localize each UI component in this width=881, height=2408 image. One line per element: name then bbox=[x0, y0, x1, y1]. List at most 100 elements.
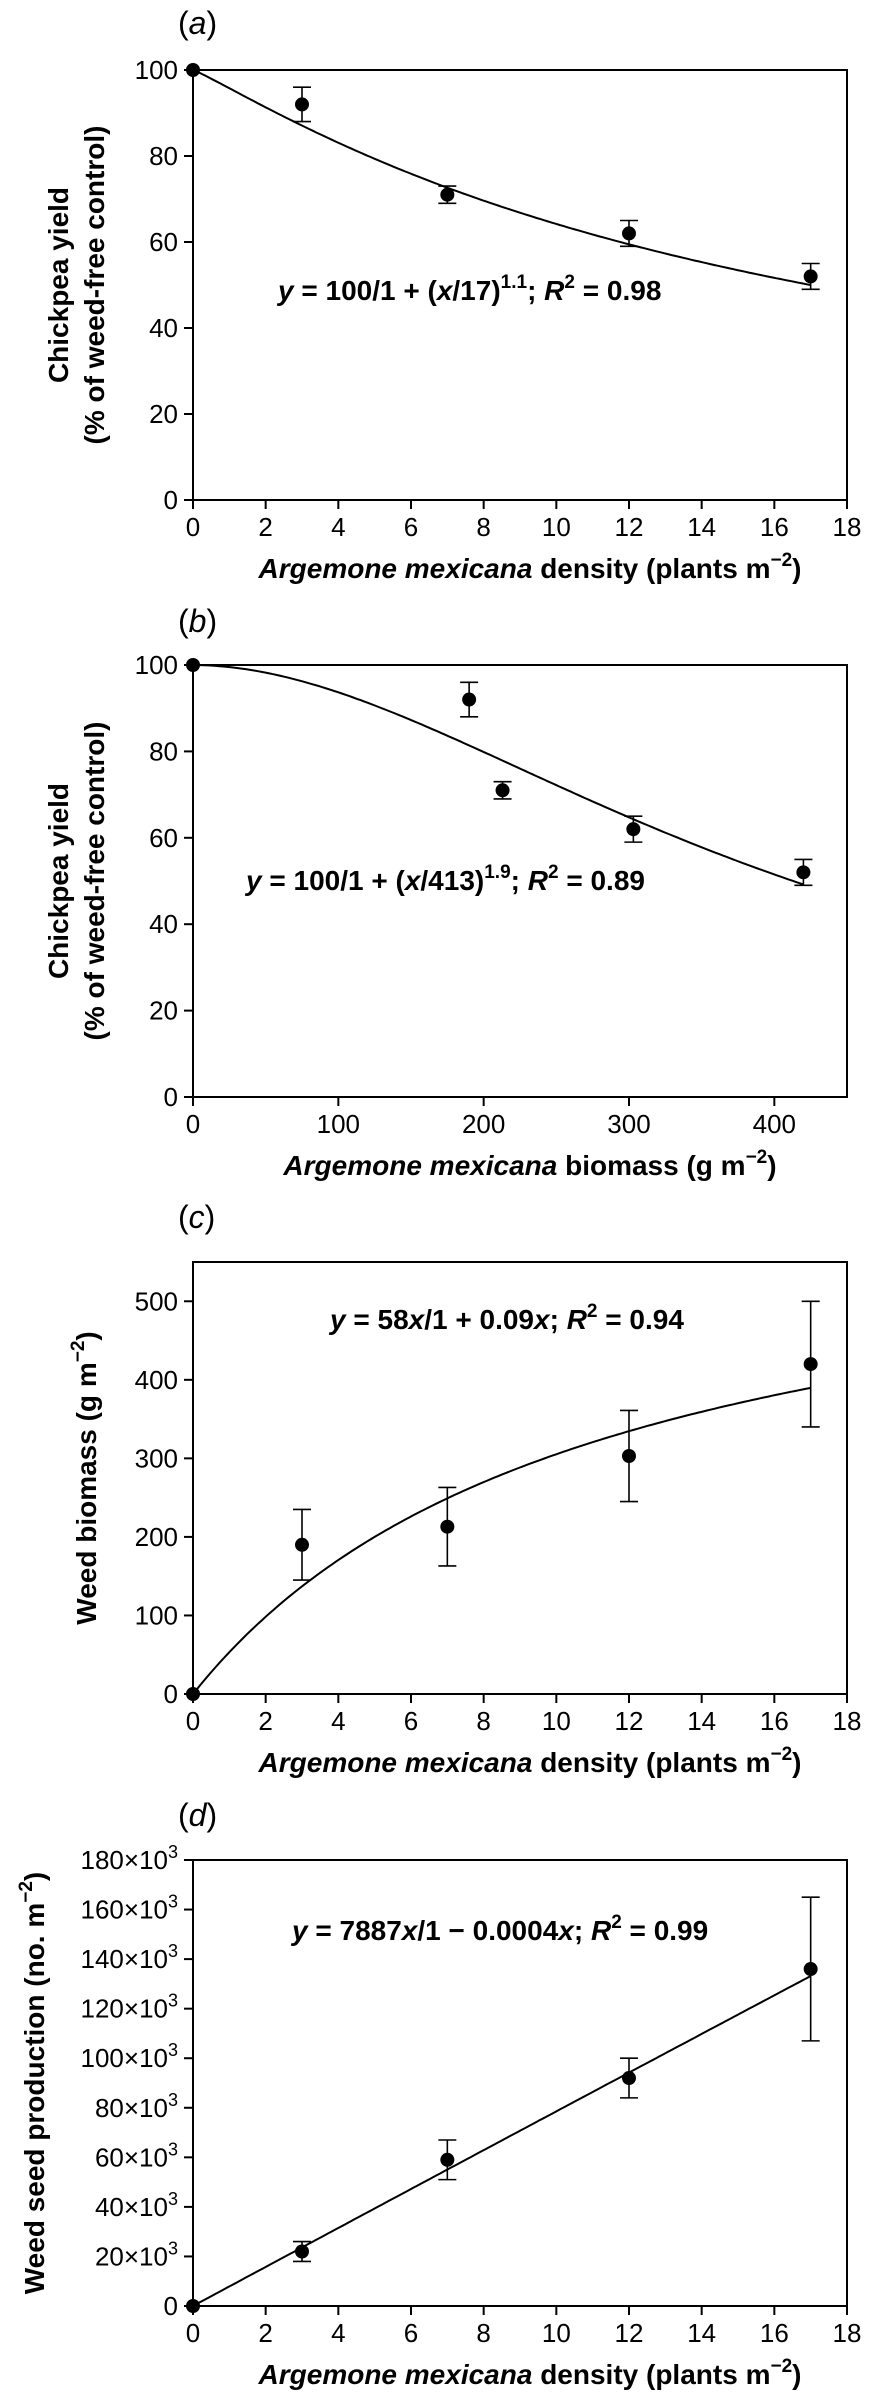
fit-curve bbox=[192, 1386, 811, 1695]
x-tick-label: 0 bbox=[186, 512, 200, 542]
data-point bbox=[803, 1962, 818, 1977]
y-tick-label: 20 bbox=[149, 996, 178, 1026]
x-tick-label: 10 bbox=[542, 1706, 571, 1736]
chart-panel-b: (b) 0 100 200 300 400 0 20 40 60 80 100 Argemone mex… bbox=[43, 603, 848, 1181]
x-tick-label: 2 bbox=[258, 1706, 272, 1736]
y-axis-title: Weed seed production (no. m−2) bbox=[16, 1872, 50, 2295]
y-tick-label: 100 bbox=[135, 650, 178, 680]
x-tick-label: 300 bbox=[607, 1109, 650, 1139]
x-tick-label: 14 bbox=[687, 1706, 716, 1736]
data-point bbox=[495, 783, 510, 798]
y-axis-title: Chickpea yield bbox=[43, 187, 74, 383]
data-point bbox=[295, 97, 309, 112]
x-tick-label: 2 bbox=[258, 2318, 272, 2348]
x-axis-title: Argemone mexicana density (plants m−2) bbox=[258, 2356, 802, 2390]
x-tick-label: 100 bbox=[317, 1109, 360, 1139]
chart-panel-d: (d) 0 2 4 6 8 10 12 14 16 18 0 20×103 40×103 60×103 80×… bbox=[16, 1797, 861, 2390]
x-tick-label: 6 bbox=[404, 1706, 418, 1736]
y-axis-title: Weed biomass (g m−2) bbox=[68, 1331, 102, 1624]
plot-frame bbox=[192, 1261, 848, 1695]
y-axis-title: (% of weed-free control) bbox=[79, 126, 110, 445]
y-tick-label: 80 bbox=[149, 141, 178, 171]
data-point bbox=[622, 2071, 636, 2086]
y-tick-label: 0 bbox=[164, 1082, 178, 1112]
data-point bbox=[622, 226, 636, 241]
y-axis-title: Chickpea yield bbox=[43, 783, 74, 979]
y-tick-label: 80 bbox=[149, 736, 178, 766]
x-tick-label: 0 bbox=[186, 2318, 200, 2348]
x-tick-label: 8 bbox=[476, 512, 490, 542]
fit-equation: y = 100/1 + (x/17)1.1; R2 = 0.98 bbox=[276, 272, 661, 306]
data-point bbox=[295, 2244, 309, 2259]
x-tick-label: 12 bbox=[615, 2318, 644, 2348]
data-point bbox=[440, 1519, 455, 1534]
y-tick-label: 500 bbox=[135, 1286, 178, 1316]
x-tick-label: 400 bbox=[753, 1109, 796, 1139]
x-tick-label: 0 bbox=[186, 1706, 200, 1736]
x-tick-label: 14 bbox=[687, 512, 716, 542]
x-tick-label: 18 bbox=[833, 512, 862, 542]
y-tick-label: 0 bbox=[164, 1679, 178, 1709]
fit-equation: y = 100/1 + (x/413)1.9; R2 = 0.89 bbox=[244, 862, 645, 896]
y-tick-label: 100 bbox=[135, 55, 178, 85]
plot-frame bbox=[192, 664, 848, 1098]
data-point bbox=[186, 658, 200, 672]
data-point bbox=[440, 2152, 455, 2167]
y-tick-label: 100 bbox=[135, 1600, 178, 1630]
x-tick-label: 16 bbox=[760, 2318, 789, 2348]
data-point bbox=[186, 63, 200, 77]
x-tick-label: 12 bbox=[615, 1706, 644, 1736]
data-point bbox=[295, 1537, 309, 1552]
x-tick-label: 4 bbox=[331, 1706, 345, 1736]
y-tick-label: 40 bbox=[149, 313, 178, 343]
x-tick-label: 16 bbox=[760, 1706, 789, 1736]
x-tick-label: 6 bbox=[404, 512, 418, 542]
x-tick-label: 14 bbox=[687, 2318, 716, 2348]
y-tick-label: 40 bbox=[149, 909, 178, 939]
data-point bbox=[622, 1449, 636, 1464]
y-tick-label: 180×103 bbox=[81, 1842, 179, 1875]
y-tick-label: 160×103 bbox=[81, 1892, 179, 1925]
fit-curve bbox=[192, 69, 811, 286]
plot-frame bbox=[192, 69, 848, 501]
x-axis-title: Argemone mexicana density (plants m−2) bbox=[258, 1744, 802, 1778]
x-tick-label: 18 bbox=[833, 2318, 862, 2348]
fit-equation: y = 58x/1 + 0.09x; R2 = 0.94 bbox=[328, 1301, 684, 1335]
fit-equation: y = 7887x/1 − 0.0004x; R2 = 0.99 bbox=[290, 1912, 708, 1946]
x-tick-label: 8 bbox=[476, 1706, 490, 1736]
x-tick-label: 0 bbox=[186, 1109, 200, 1139]
x-tick-label: 10 bbox=[542, 512, 571, 542]
x-tick-label: 16 bbox=[760, 512, 789, 542]
data-point bbox=[803, 269, 818, 284]
data-point bbox=[803, 1357, 818, 1372]
y-tick-label: 100×103 bbox=[81, 2040, 179, 2073]
data-point bbox=[440, 187, 455, 202]
y-tick-label: 60 bbox=[149, 823, 178, 853]
x-tick-label: 12 bbox=[615, 512, 644, 542]
y-tick-label: 0 bbox=[164, 485, 178, 515]
plot-frame bbox=[192, 1859, 848, 2307]
y-tick-label: 80×103 bbox=[95, 2090, 178, 2123]
panel-label: (a) bbox=[178, 5, 217, 41]
y-tick-label: 400 bbox=[135, 1365, 178, 1395]
x-axis-title: Argemone mexicana biomass (g m−2) bbox=[282, 1147, 776, 1181]
x-tick-label: 18 bbox=[833, 1706, 862, 1736]
y-tick-label: 20 bbox=[149, 399, 178, 429]
x-tick-label: 4 bbox=[331, 2318, 345, 2348]
data-point bbox=[796, 865, 811, 880]
panel-label: (d) bbox=[178, 1797, 217, 1833]
y-tick-label: 20×103 bbox=[95, 2238, 178, 2271]
y-tick-label: 120×103 bbox=[81, 1991, 179, 2024]
y-tick-label: 140×103 bbox=[81, 1941, 179, 1974]
fit-curve bbox=[193, 664, 804, 886]
x-tick-label: 10 bbox=[542, 2318, 571, 2348]
panel-label: (b) bbox=[178, 603, 217, 639]
y-tick-label: 40×103 bbox=[95, 2189, 178, 2222]
data-point bbox=[186, 2299, 200, 2313]
data-point bbox=[626, 822, 641, 837]
y-tick-label: 300 bbox=[135, 1443, 178, 1473]
x-tick-label: 8 bbox=[476, 2318, 490, 2348]
y-axis-title: (% of weed-free control) bbox=[79, 722, 110, 1041]
x-axis-title: Argemone mexicana density (plants m−2) bbox=[258, 550, 802, 584]
